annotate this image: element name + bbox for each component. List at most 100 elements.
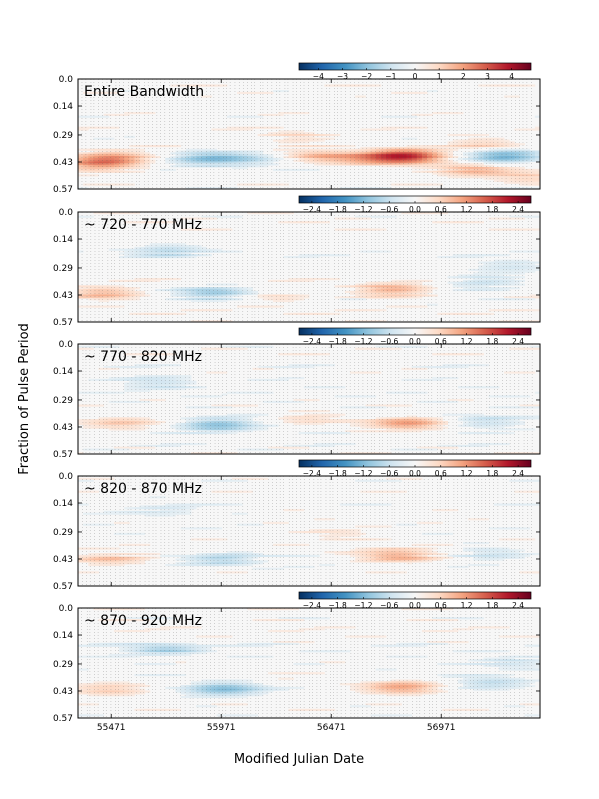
heatmap-cell bbox=[226, 571, 233, 574]
heatmap-cell bbox=[237, 128, 243, 131]
heatmap-cell bbox=[242, 156, 248, 159]
heatmap-cell bbox=[226, 391, 233, 394]
heatmap-cell bbox=[344, 534, 351, 537]
heatmap-cell bbox=[360, 419, 366, 422]
heatmap-cell bbox=[391, 404, 397, 407]
heatmap-cell bbox=[298, 254, 305, 257]
heatmap-cell bbox=[488, 148, 495, 151]
heatmap-cell bbox=[473, 157, 479, 160]
heatmap-cell bbox=[324, 410, 330, 413]
heatmap-cell bbox=[309, 413, 315, 416]
heatmap-cell bbox=[129, 512, 135, 515]
heatmap-cell bbox=[386, 404, 392, 407]
heatmap-cell bbox=[401, 477, 407, 480]
heatmap-cell bbox=[488, 426, 495, 429]
heatmap-cell bbox=[98, 157, 105, 160]
heatmap-cell bbox=[488, 152, 495, 155]
heatmap-cell bbox=[355, 159, 361, 162]
heatmap-cell bbox=[283, 132, 289, 135]
heatmap-cell bbox=[493, 274, 500, 277]
heatmap-cell bbox=[514, 283, 520, 286]
heatmap-cell bbox=[478, 386, 484, 389]
heatmap-cell bbox=[411, 558, 418, 561]
heatmap-cell bbox=[437, 157, 443, 160]
heatmap-cell bbox=[519, 263, 525, 266]
heatmap-cell bbox=[78, 560, 84, 563]
heatmap-cell bbox=[283, 130, 289, 133]
heatmap-cell bbox=[314, 157, 320, 160]
heatmap-cell bbox=[93, 512, 99, 515]
heatmap-cell bbox=[457, 424, 464, 427]
heatmap-cell bbox=[314, 278, 320, 281]
heatmap-cell bbox=[416, 290, 423, 293]
heatmap-cell bbox=[401, 419, 407, 422]
heatmap-cell bbox=[380, 538, 387, 541]
heatmap-cell bbox=[257, 157, 264, 160]
heatmap-cell bbox=[514, 551, 520, 554]
heatmap-cell bbox=[129, 532, 135, 535]
heatmap-cell bbox=[78, 391, 84, 394]
heatmap-cell bbox=[360, 187, 366, 189]
heatmap-cell bbox=[134, 382, 140, 385]
heatmap-cell bbox=[160, 399, 166, 402]
heatmap-cell bbox=[298, 432, 305, 435]
heatmap-cell bbox=[370, 547, 377, 550]
heatmap-cell bbox=[375, 294, 382, 297]
heatmap-cell bbox=[190, 294, 197, 297]
heatmap-cell bbox=[339, 395, 346, 398]
heatmap-cell bbox=[293, 298, 300, 301]
heatmap-cell bbox=[221, 417, 228, 420]
heatmap-cell bbox=[160, 512, 166, 515]
heatmap-cell bbox=[529, 215, 536, 218]
heatmap-cell bbox=[309, 366, 315, 369]
heatmap-cell bbox=[216, 556, 223, 559]
heatmap-cell bbox=[519, 422, 525, 425]
heatmap-cell bbox=[375, 551, 382, 554]
heatmap-cell bbox=[488, 395, 495, 398]
heatmap-cell bbox=[237, 152, 243, 155]
heatmap-cell bbox=[504, 553, 510, 556]
heatmap-cell bbox=[401, 161, 407, 164]
heatmap-cell bbox=[350, 549, 356, 552]
heatmap-cell bbox=[529, 294, 536, 297]
heatmap-cell bbox=[113, 126, 120, 129]
heatmap-cell bbox=[468, 547, 474, 550]
heatmap-cell bbox=[83, 157, 89, 160]
heatmap-cell bbox=[427, 448, 433, 451]
heatmap-cell bbox=[216, 562, 223, 565]
heatmap-cell bbox=[226, 165, 233, 168]
heatmap-cell bbox=[129, 389, 135, 392]
heatmap-cell bbox=[416, 91, 423, 94]
heatmap-cell bbox=[119, 150, 125, 153]
heatmap-cell bbox=[190, 163, 197, 166]
heatmap-cell bbox=[519, 267, 525, 270]
heatmap-cell bbox=[514, 176, 520, 179]
heatmap-cell bbox=[437, 163, 443, 166]
heatmap-cell bbox=[334, 413, 341, 416]
heatmap-cell bbox=[457, 134, 464, 137]
heatmap-cell bbox=[185, 246, 192, 249]
heatmap-cell bbox=[421, 290, 428, 293]
heatmap-cell bbox=[365, 571, 371, 574]
heatmap-cell bbox=[401, 404, 407, 407]
heatmap-cell bbox=[124, 248, 130, 251]
heatmap-cell bbox=[134, 312, 140, 315]
heatmap-cell bbox=[196, 294, 202, 297]
heatmap-cell bbox=[339, 432, 346, 435]
heatmap-cell bbox=[319, 145, 325, 148]
heatmap-cell bbox=[155, 145, 161, 148]
heatmap-cell bbox=[529, 347, 536, 350]
heatmap-cell bbox=[134, 556, 140, 559]
heatmap-cell bbox=[375, 250, 382, 253]
heatmap-cell bbox=[293, 446, 300, 449]
heatmap-cell bbox=[519, 538, 525, 541]
heatmap-cell bbox=[257, 113, 264, 116]
heatmap-cell bbox=[473, 154, 479, 157]
heatmap-cell bbox=[98, 523, 105, 526]
heatmap-cell bbox=[170, 388, 176, 391]
heatmap-cell bbox=[493, 415, 500, 418]
heatmap-cell bbox=[457, 289, 464, 292]
heatmap-cell bbox=[370, 292, 377, 295]
heatmap-cell bbox=[108, 294, 115, 297]
heatmap-cell bbox=[509, 272, 515, 275]
